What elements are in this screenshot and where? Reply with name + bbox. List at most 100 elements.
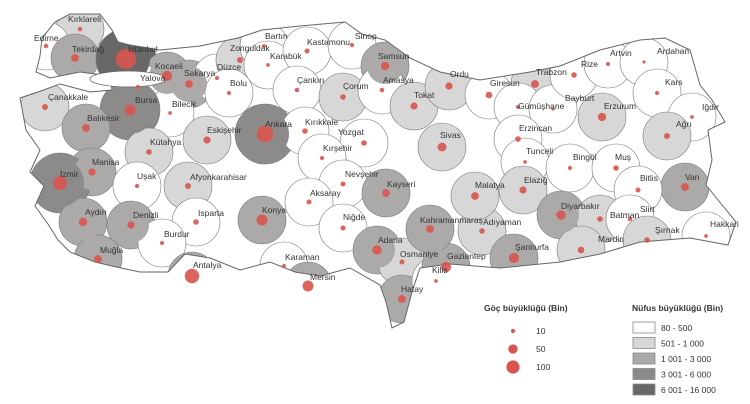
migration-dot [94,255,102,263]
migration-dot [479,228,485,234]
province-label: Kahramanmaraş [420,215,483,225]
province-label: Kayseri [387,179,415,189]
province-label: İstanbul [128,44,158,54]
province-label: Sivas [440,130,461,140]
migration-dot [523,160,527,164]
province-label: Kastamonu [307,37,350,47]
migration-dot [597,112,607,122]
province-label: Rize [581,59,598,69]
migration-dot [519,186,527,194]
migration-legend: Göç büyüklüğü (Bin) 10 50 100 [484,303,568,374]
migration-dot [471,192,479,200]
province-label: Samsun [378,51,409,61]
province-label: Malatya [475,180,505,190]
province-label: Kars [665,77,682,87]
province-label: Bolu [230,78,247,88]
migration-dot [134,183,140,189]
migration-dot [88,168,96,176]
migration-dot [43,43,49,49]
legend-swatch [632,352,656,365]
migration-dot [237,57,243,63]
migration-dot [380,61,390,71]
province-label: Ankara [265,119,292,129]
province-label: Yozgat [338,127,364,137]
migration-dots [42,26,708,303]
province-label: Iğdır [702,102,719,112]
migration-dot [437,142,447,152]
migration-legend-title: Göç büyüklüğü (Bin) [484,303,568,313]
province-label: Van [685,172,700,182]
migration-dot [214,75,220,81]
migration-dot [266,63,270,67]
province-label: Artvin [610,48,632,58]
migration-dot [681,183,689,191]
province-label: Amasya [383,75,414,85]
migration-dot [613,165,619,171]
migration-dot [551,107,555,111]
migration-dot [135,84,141,90]
province-label: Çankırı [297,75,324,85]
province-label: Adıyaman [483,217,522,227]
province-label: Tokat [414,90,435,100]
migration-dot [654,90,660,96]
legend-dot [506,360,520,374]
migration-dot [340,181,346,187]
province-label: Muş [615,152,631,162]
province-label: Siirt [640,204,655,214]
migration-dot [115,48,137,70]
migration-dot [597,216,603,222]
province-label: İzmir [60,169,79,179]
province-label: Zonguldak [230,43,270,53]
province-label: Batman [610,210,640,220]
province-label: Düzce [217,62,241,72]
province-label: Yalova [140,73,166,83]
province-label: Aydın [85,207,107,217]
migration-dot [399,259,405,265]
province-label: Erzincan [519,123,552,133]
migration-dot [515,104,521,110]
province-label: Gümüşhane [518,101,565,111]
province-label: Karabük [270,51,302,61]
migration-dot [185,183,191,189]
province-label: Gaziantep [447,251,486,261]
province-label: Kırıkkale [305,117,338,127]
province-label: Burdur [164,229,190,239]
province-label: Bitlis [640,173,658,183]
migration-dot [262,44,266,48]
migration-dot [577,246,585,254]
province-label: Manisa [92,157,120,167]
migration-dot [184,268,200,284]
province-label: Karaman [285,252,320,262]
province-label: Mersin [310,272,336,282]
migration-dot [556,210,566,220]
province-label: Kocaeli [155,61,183,71]
legend-dot-label: 50 [536,344,546,354]
province-label: Kütahya [150,137,181,147]
migration-dot [71,54,79,62]
migration-dot [193,219,199,225]
migration-dot [78,217,88,227]
migration-dot [605,61,611,67]
province-label: Bursa [135,95,157,105]
legend-swatch [632,321,656,334]
migration-dot [256,214,268,226]
migration-dot [398,295,406,303]
province-labels: Kırklareli Edirne Tekirdağ İstanbul Kocaeli Y… [34,14,739,294]
province-label: Mardin [598,234,624,244]
population-legend-title: Nüfus büyüklüğü (Bin) [632,303,723,313]
province-label: Bilecik [172,99,197,109]
province-label: Isparta [198,208,224,218]
province-label: Şırnak [655,225,680,235]
province-label: Bayburt [565,93,595,103]
migration-dot [349,42,355,48]
migration-dot [82,124,90,132]
migration-dot [382,189,390,197]
migration-dot [627,216,633,222]
migration-dot [256,125,274,143]
legend-swatch-label: 1 001 - 3 000 [661,354,711,364]
migration-dot [372,245,382,255]
migration-dot [340,94,346,100]
migration-dot [42,104,48,110]
migration-dot [410,102,418,110]
province-label: Giresun [490,78,520,88]
